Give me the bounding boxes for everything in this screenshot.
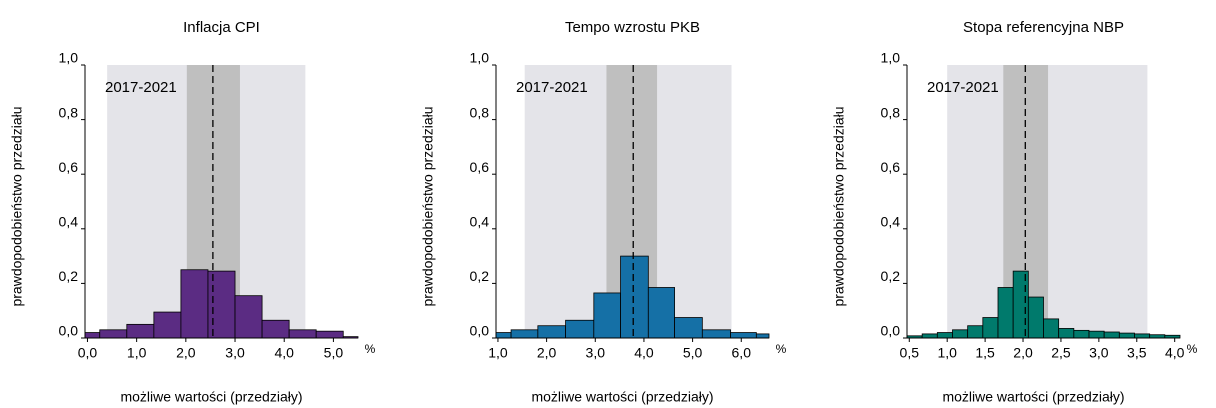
x-tick-label: 5,0 xyxy=(683,345,703,361)
y-tick-label: 0,4 xyxy=(59,214,79,230)
x-tick-label: 3,0 xyxy=(586,345,606,361)
x-tick-label: 3,5 xyxy=(1127,345,1147,361)
x-tick-label: 4,0 xyxy=(634,345,654,361)
bar xyxy=(207,270,236,339)
bar xyxy=(315,330,344,339)
annotation: 2017-2021 xyxy=(516,79,588,96)
y-axis-label: prawdopodobieństwo przedziału xyxy=(831,106,847,306)
bar xyxy=(1043,318,1060,339)
x-tick-label: 1,5 xyxy=(975,345,995,361)
bar xyxy=(153,311,182,339)
y-axis-label: prawdopodobieństwo przedziału xyxy=(420,106,436,306)
x-tick-label: 2,0 xyxy=(176,345,196,361)
x-axis-label: możliwe wartości (przedziały) xyxy=(531,389,713,405)
chart-title: Tempo wzrostu PKB xyxy=(565,19,700,36)
y-tick-label: 0,4 xyxy=(881,214,901,230)
y-tick-label: 0,8 xyxy=(881,104,901,120)
bar xyxy=(1058,328,1075,339)
bar xyxy=(1118,332,1135,339)
chart-title: Stopa referencyjna NBP xyxy=(963,19,1124,36)
y-tick-label: 0,8 xyxy=(59,104,79,120)
bar xyxy=(537,325,566,339)
bar xyxy=(701,329,731,339)
x-tick-label: 2,0 xyxy=(537,345,557,361)
bar xyxy=(565,319,595,339)
bar xyxy=(510,329,539,339)
x-tick-label: 1,0 xyxy=(937,345,957,361)
y-tick-label: 1,0 xyxy=(881,50,901,66)
y-tick-label: 0,2 xyxy=(59,268,79,284)
y-tick-label: 0,2 xyxy=(470,268,490,284)
bar xyxy=(1073,329,1090,339)
x-tick-label: 2,0 xyxy=(1013,345,1033,361)
x-tick-label: 1,0 xyxy=(127,345,147,361)
y-tick-label: 1,0 xyxy=(470,50,490,66)
bar xyxy=(126,323,155,339)
bar xyxy=(1012,270,1029,339)
x-tick-label: 5,0 xyxy=(324,345,344,361)
chart-title: Inflacja CPI xyxy=(183,19,260,36)
y-tick-label: 0,8 xyxy=(470,104,490,120)
y-tick-label: 1,0 xyxy=(59,50,79,66)
bar xyxy=(1134,333,1151,339)
x-tick-label: 0,0 xyxy=(78,345,98,361)
x-tick-label: 4,0 xyxy=(1165,345,1185,361)
y-tick-label: 0,0 xyxy=(881,323,901,339)
x-axis-label: możliwe wartości (przedziały) xyxy=(120,389,302,405)
bar xyxy=(982,317,999,339)
x-tick-label: 3,0 xyxy=(225,345,245,361)
bar xyxy=(234,295,263,339)
y-tick-label: 0,6 xyxy=(881,159,901,175)
bar xyxy=(921,333,938,339)
bar xyxy=(952,329,969,339)
y-tick-label: 0,0 xyxy=(59,323,79,339)
x-axis-label: możliwe wartości (przedziały) xyxy=(942,389,1124,405)
bar xyxy=(593,292,621,339)
unit: % xyxy=(365,342,376,356)
x-tick-label: 6,0 xyxy=(732,345,752,361)
bar xyxy=(288,329,317,339)
x-tick-label: 4,0 xyxy=(274,345,294,361)
y-tick-label: 0,6 xyxy=(59,159,79,175)
bar xyxy=(967,325,984,339)
bar xyxy=(936,332,953,339)
x-tick-label: 0,5 xyxy=(900,345,920,361)
bar xyxy=(647,287,675,339)
x-tick-label: 3,0 xyxy=(1089,345,1109,361)
y-tick-label: 0,4 xyxy=(470,214,490,230)
bar xyxy=(730,332,757,339)
bar xyxy=(1088,330,1105,339)
bar xyxy=(1103,331,1120,339)
y-tick-label: 0,6 xyxy=(470,159,490,175)
bar xyxy=(99,329,128,339)
bar xyxy=(755,333,770,339)
x-tick-label: 1,0 xyxy=(488,345,508,361)
bar xyxy=(261,319,290,339)
unit: % xyxy=(776,342,787,356)
bar xyxy=(997,287,1014,339)
bar xyxy=(180,269,209,339)
annotation: 2017-2021 xyxy=(105,79,177,96)
y-axis-label: prawdopodobieństwo przedziału xyxy=(9,106,25,306)
bar xyxy=(84,332,101,339)
unit: % xyxy=(1187,342,1198,356)
bar xyxy=(1027,296,1044,339)
y-tick-label: 0,0 xyxy=(470,323,490,339)
x-tick-label: 2,5 xyxy=(1051,345,1071,361)
annotation: 2017-2021 xyxy=(927,79,999,96)
bar xyxy=(495,332,512,339)
bar xyxy=(620,255,649,339)
bar xyxy=(674,317,703,339)
y-tick-label: 0,2 xyxy=(881,268,901,284)
